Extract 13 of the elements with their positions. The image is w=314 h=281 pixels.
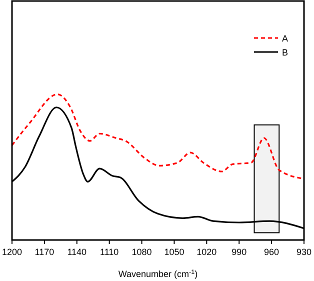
- x-tick-label: 1080: [132, 247, 152, 257]
- x-tick-label: 930: [296, 247, 312, 257]
- legend-label: B: [282, 48, 288, 58]
- x-axis-title: Wavenumber (cm$^{-1}$): [118, 268, 198, 279]
- x-tick-label: 1020: [196, 247, 217, 257]
- x-tick-label: 1140: [67, 247, 87, 257]
- x-tick-label: 1110: [100, 247, 119, 257]
- x-tick-label: 990: [232, 247, 247, 257]
- x-tick-label: 960: [264, 247, 280, 257]
- x-tick-label: 1050: [164, 247, 184, 257]
- x-tick-label: 1200: [2, 247, 22, 257]
- x-tick-label: 1170: [34, 247, 54, 257]
- legend-label: A: [282, 34, 288, 44]
